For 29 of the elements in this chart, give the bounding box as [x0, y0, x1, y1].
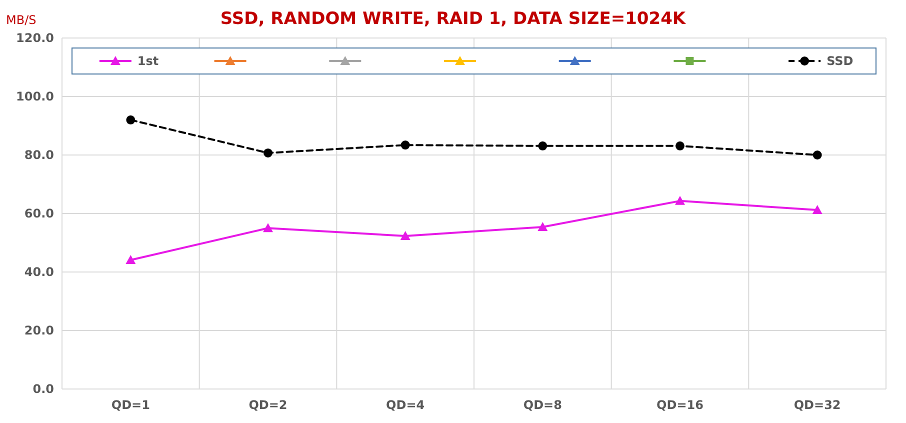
point: [538, 141, 548, 150]
y-tick-label: 120.0: [16, 31, 54, 46]
point: [400, 231, 410, 240]
x-tick-label: QD=2: [248, 398, 288, 412]
point: [538, 222, 548, 231]
point: [812, 150, 822, 160]
x-tick-label: QD=1: [111, 398, 150, 412]
x-tick-label: QD=16: [656, 398, 704, 412]
legend-label: 1st: [137, 54, 159, 68]
y-tick-label: 20.0: [24, 324, 54, 338]
y-axis-title: MB/S: [6, 13, 36, 27]
point: [126, 115, 136, 124]
x-tick-label: QD=32: [794, 398, 841, 412]
y-tick-label: 60.0: [24, 206, 54, 221]
point: [812, 204, 822, 214]
x-tick-label: QD=4: [386, 398, 425, 412]
point: [400, 140, 410, 150]
y-tick-label: 0.0: [32, 382, 54, 396]
y-tick-label: 100.0: [16, 90, 54, 104]
y-tick-label: 40.0: [24, 265, 54, 280]
legend-label: SSD: [826, 54, 854, 68]
point: [263, 223, 273, 232]
point: [126, 255, 136, 264]
chart-title: SSD, RANDOM WRITE, RAID 1, DATA SIZE=1024K: [220, 9, 686, 29]
point: [676, 141, 684, 150]
x-tick-label: QD=8: [523, 398, 562, 412]
y-tick-label: 80.0: [24, 148, 54, 162]
point: [264, 148, 272, 158]
point: [675, 196, 685, 205]
